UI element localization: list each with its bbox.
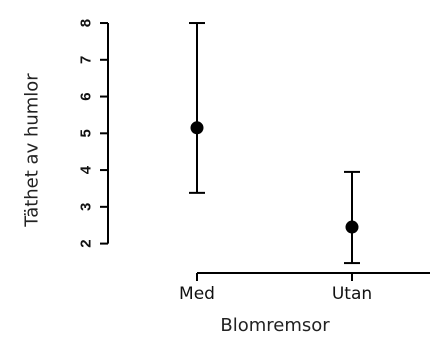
x-tick-label: Utan	[332, 284, 372, 304]
y-ticks: 2 3 4 5 6 7 8	[78, 19, 108, 248]
x-tick-label: Med	[179, 284, 215, 304]
y-axis-label: Täthet av humlor	[22, 73, 43, 228]
axes	[107, 23, 430, 274]
y-tick-label: 8	[78, 19, 95, 27]
y-tick-label: 2	[78, 239, 95, 247]
mean-point	[190, 121, 204, 135]
y-tick-label: 5	[78, 129, 95, 137]
y-tick-label: 4	[78, 165, 95, 174]
mean-point	[345, 220, 359, 234]
y-tick-label: 3	[78, 203, 95, 211]
x-ticks: Med Utan	[179, 273, 372, 304]
data-marks	[189, 22, 360, 265]
y-tick-label: 7	[78, 56, 95, 64]
x-axis-label: Blomremsor	[220, 315, 330, 336]
y-tick-label: 6	[78, 92, 95, 100]
